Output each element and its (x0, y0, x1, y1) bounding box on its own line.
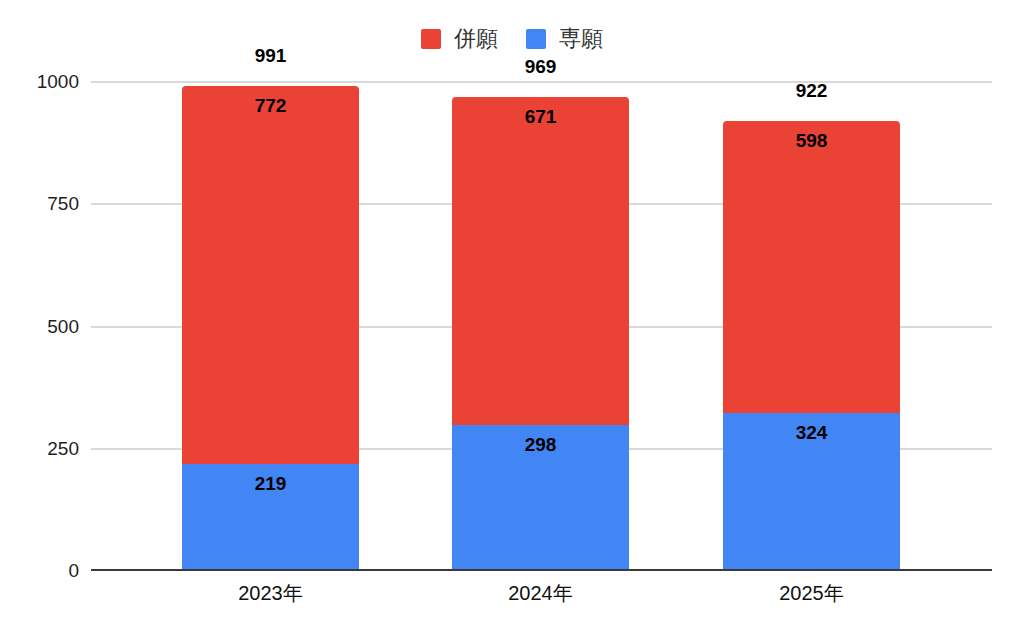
segment-label-sengan: 324 (723, 422, 900, 444)
y-tick-label-500: 500 (0, 316, 79, 338)
x-axis-label: 2023年 (182, 581, 359, 605)
total-label: 969 (452, 56, 629, 78)
x-axis-line (91, 569, 992, 571)
segment-label-heigan: 671 (452, 106, 629, 128)
chart-canvas: 併願 専願 025050075010007722199912023年671298… (0, 0, 1024, 633)
segment-label-sengan: 219 (182, 473, 359, 495)
segment-label-sengan: 298 (452, 434, 629, 456)
y-tick-label-750: 750 (0, 193, 79, 215)
y-tick-label-250: 250 (0, 438, 79, 460)
bar-segment-heigan (452, 97, 629, 425)
bar-segment-heigan (723, 121, 900, 413)
x-axis-label: 2025年 (723, 581, 900, 605)
total-label: 991 (182, 45, 359, 67)
y-tick-label-0: 0 (0, 560, 79, 582)
segment-label-heigan: 598 (723, 130, 900, 152)
bar-segment-heigan (182, 86, 359, 464)
x-axis-label: 2024年 (452, 581, 629, 605)
total-label: 922 (723, 80, 900, 102)
plot-area: 0 250 500 750 1000 772 219 991 2023年 671 298 969 202… (0, 0, 1024, 633)
segment-label-heigan: 772 (182, 95, 359, 117)
y-tick-label-1000: 1000 (0, 71, 79, 93)
